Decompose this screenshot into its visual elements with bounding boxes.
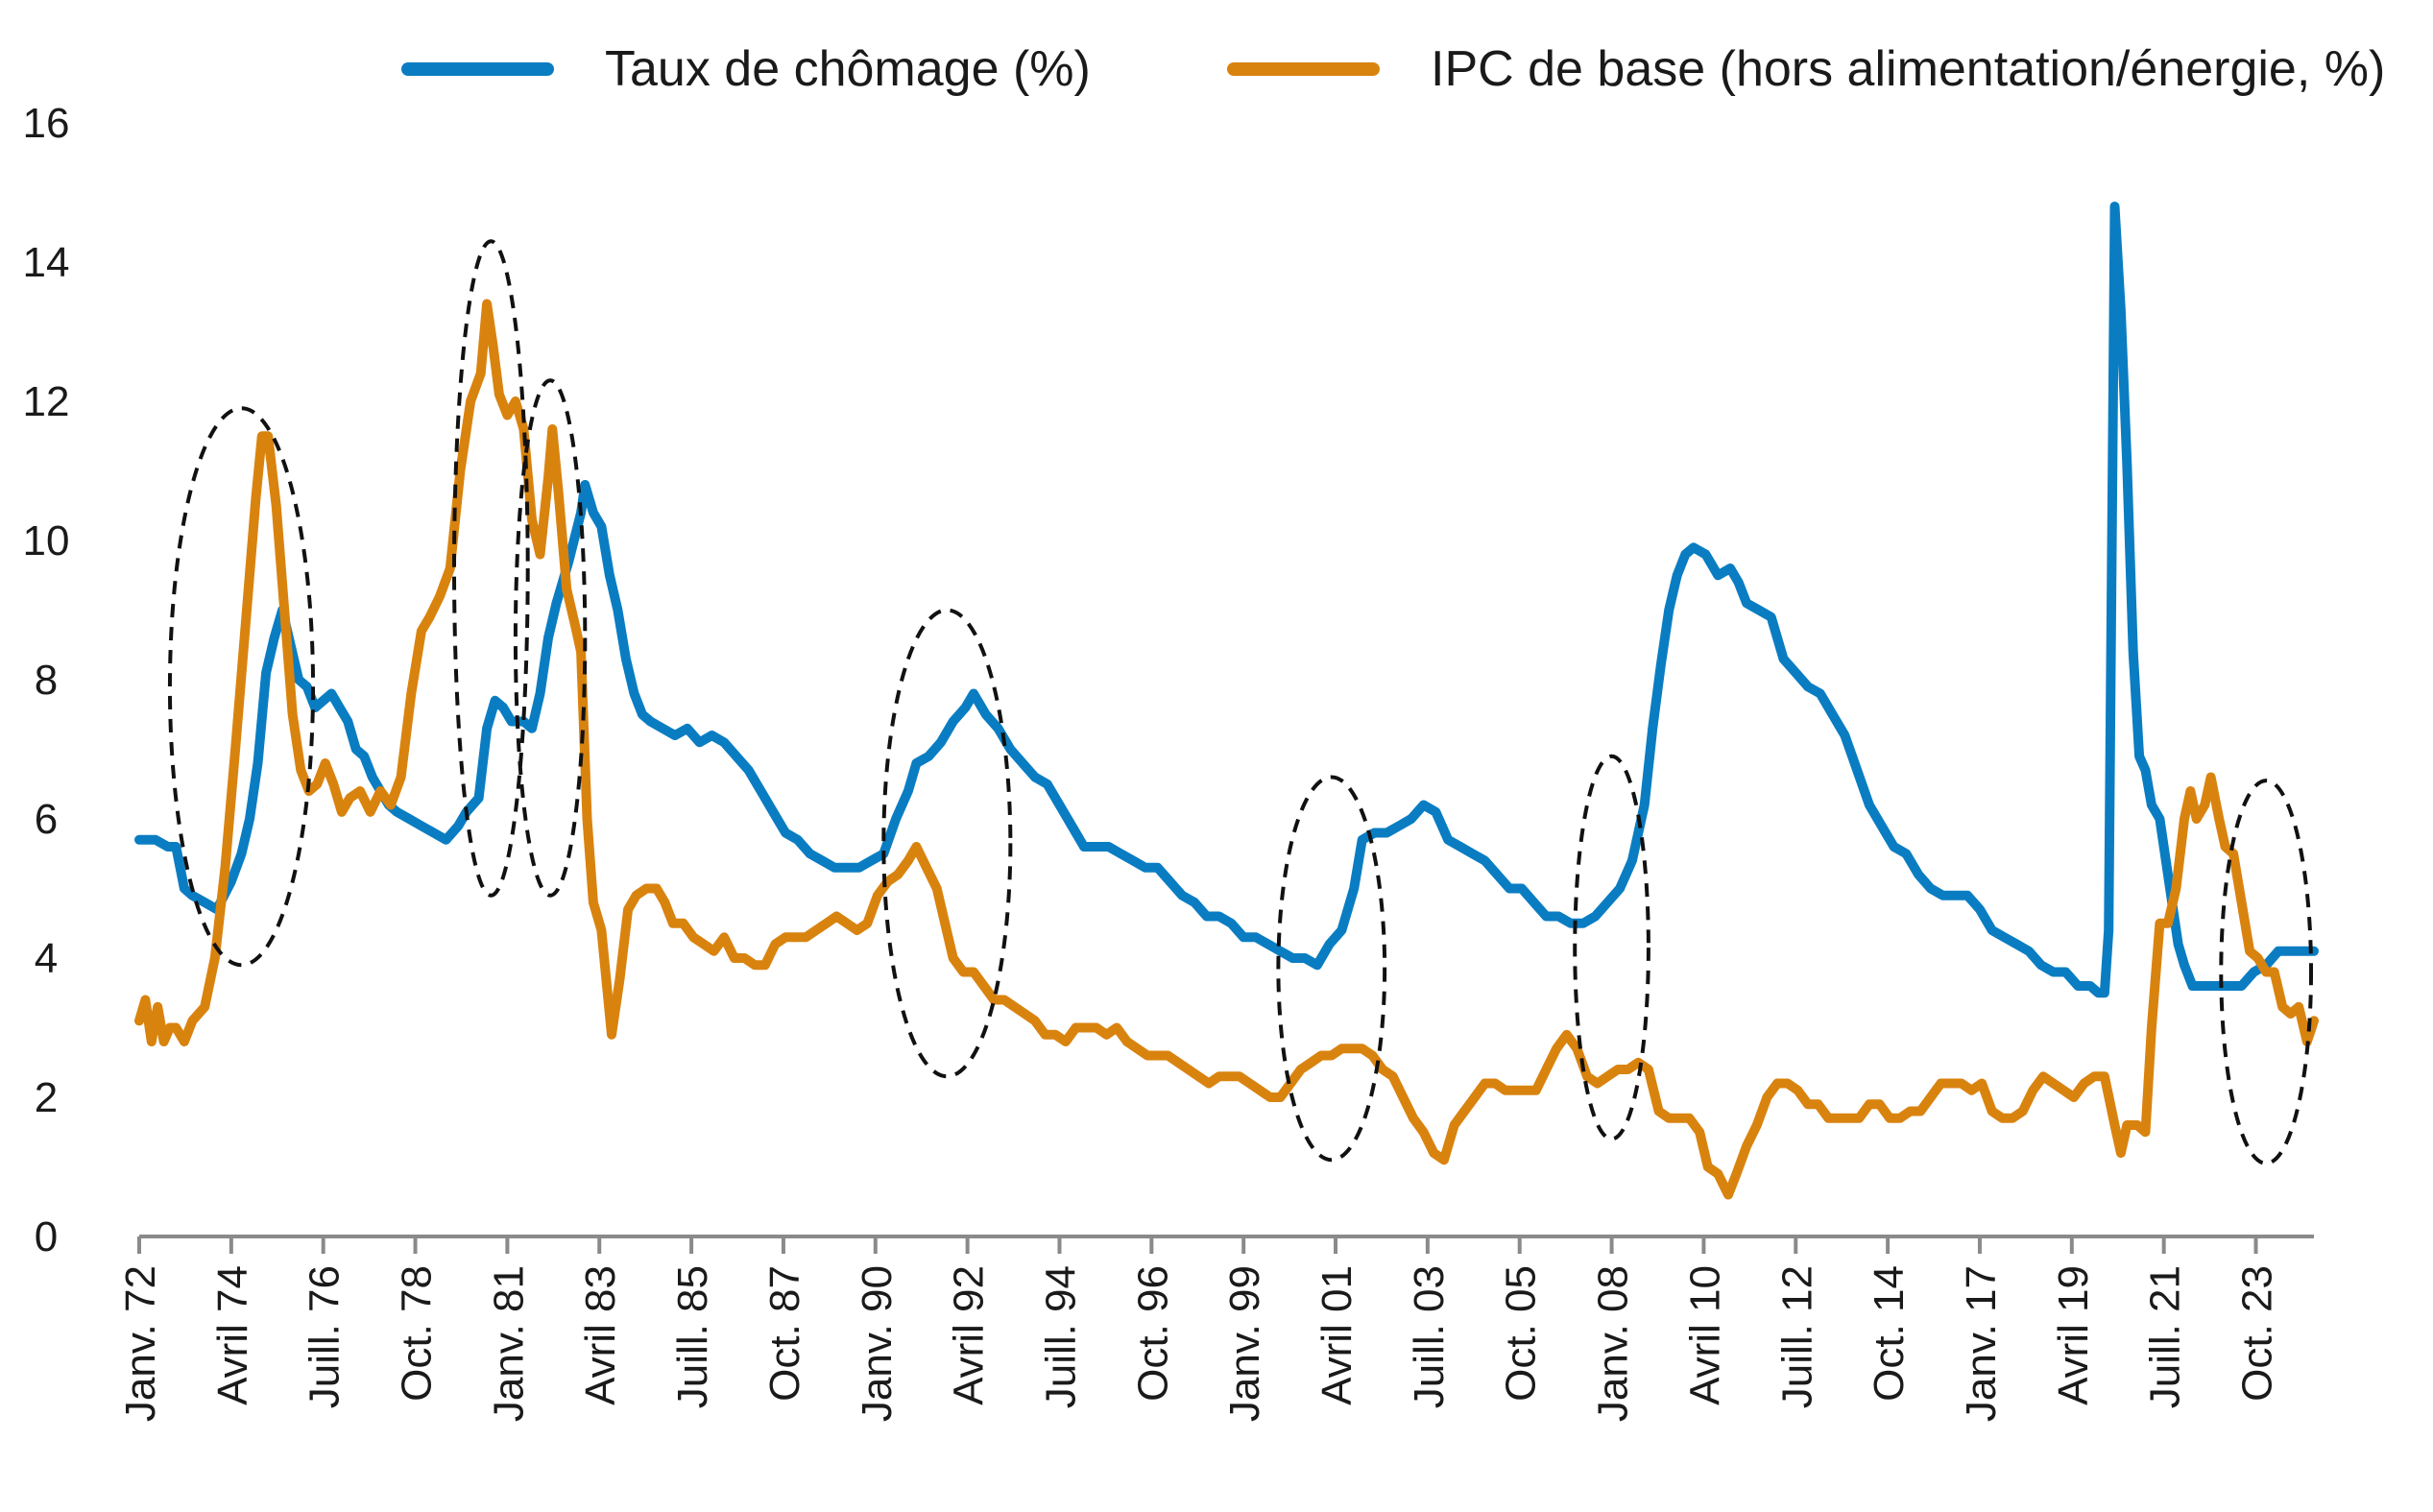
x-tick-label: Avril 19	[2050, 1265, 2097, 1405]
legend-label: IPC de base (hors alimentation/énergie, …	[1431, 41, 2385, 97]
y-axis: 0 2 4 6 8 10 12 14 16	[23, 100, 70, 1260]
y-tick-label: 16	[23, 100, 70, 147]
x-tick-label: Juill. 76	[301, 1265, 349, 1408]
highlight-ellipse	[167, 406, 316, 968]
legend-label: Taux de chômage (%)	[605, 41, 1091, 97]
highlight-ellipse	[1573, 754, 1650, 1141]
y-tick-label: 6	[35, 796, 58, 843]
y-tick-label: 14	[23, 239, 70, 286]
x-tick-label: Janv. 72	[117, 1265, 164, 1422]
x-tick-label: Janv. 17	[1958, 1265, 2005, 1422]
y-tick-label: 2	[35, 1074, 58, 1121]
x-tick-label: Janv. 99	[1221, 1265, 1268, 1422]
highlight-ellipse	[452, 239, 530, 898]
x-tick-label: Avril 01	[1313, 1265, 1361, 1405]
x-tick-label: Janv. 08	[1590, 1265, 1637, 1422]
legend: Taux de chômage (%) IPC de base (hors ali…	[401, 41, 2385, 97]
x-tick-label: Juill. 85	[669, 1265, 716, 1408]
y-tick-label: 8	[35, 657, 58, 704]
x-tick-label: Oct. 14	[1866, 1265, 1913, 1402]
x-tick-label: Oct. 96	[1129, 1265, 1176, 1402]
x-tick-label: Oct. 78	[394, 1265, 441, 1402]
x-tick-label: Janv. 81	[485, 1265, 532, 1422]
series-layer	[134, 202, 2319, 1200]
highlight-ellipse	[513, 378, 588, 898]
x-tick-label: Avril 74	[209, 1265, 256, 1405]
y-tick-label: 0	[35, 1213, 58, 1260]
x-tick-label: Avril 83	[577, 1265, 624, 1405]
x-tick-label: Avril 92	[946, 1265, 993, 1405]
x-tick-label: Avril 10	[1681, 1265, 1728, 1405]
y-tick-label: 12	[23, 378, 70, 425]
x-tick-label: Oct. 87	[761, 1265, 808, 1402]
y-tick-label: 4	[35, 935, 58, 982]
y-tick-label: 10	[23, 517, 70, 564]
x-tick-label: Oct. 23	[2234, 1265, 2281, 1402]
highlight-ellipse	[881, 608, 1013, 1079]
highlight-ellipse	[2219, 779, 2314, 1165]
series-line-unemployment	[134, 202, 2319, 998]
x-tick-label: Juill. 12	[1773, 1265, 1820, 1408]
annotation-layer	[167, 239, 2314, 1165]
x-tick-label: Juill. 03	[1406, 1265, 1453, 1408]
x-tick-label: Janv. 90	[854, 1265, 901, 1422]
series-line-core-cpi	[134, 299, 2319, 1200]
x-tick-label: Juill. 94	[1037, 1265, 1084, 1408]
x-tick-label: Juill. 21	[2142, 1265, 2189, 1408]
x-tick-label: Oct. 05	[1498, 1265, 1545, 1402]
x-axis: Janv. 72 Avril 74 Juill. 76 Oct. 78 Janv. 81…	[117, 1235, 2314, 1422]
highlight-ellipse	[1276, 775, 1387, 1163]
